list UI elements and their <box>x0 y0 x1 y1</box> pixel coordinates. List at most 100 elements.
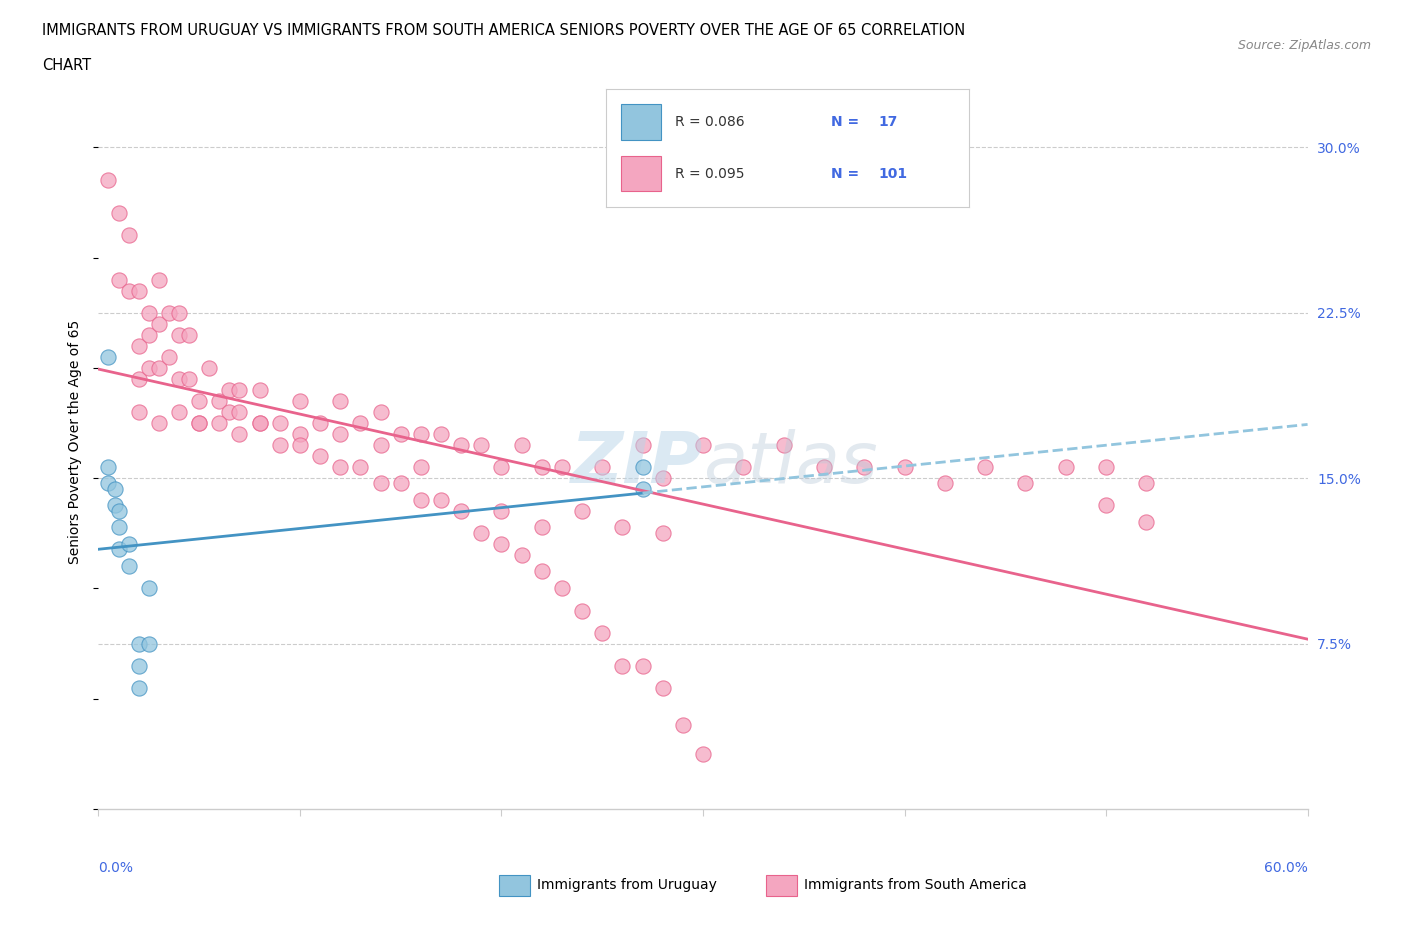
Point <box>853 459 876 474</box>
Point <box>167 371 190 386</box>
Point <box>107 206 129 220</box>
Point <box>491 504 513 519</box>
Point <box>530 519 553 534</box>
Point <box>491 537 513 551</box>
Text: Immigrants from South America: Immigrants from South America <box>804 878 1026 893</box>
Point <box>249 416 271 431</box>
Point <box>329 393 352 408</box>
Point <box>370 438 392 453</box>
Point <box>97 459 120 474</box>
Point <box>118 228 141 243</box>
Point <box>138 581 160 596</box>
Point <box>128 283 150 298</box>
Point <box>103 482 125 497</box>
Point <box>167 327 190 342</box>
Text: Source: ZipAtlas.com: Source: ZipAtlas.com <box>1237 39 1371 52</box>
Point <box>128 681 150 696</box>
Point <box>148 272 170 287</box>
Point <box>571 603 593 618</box>
Text: CHART: CHART <box>42 58 91 73</box>
Point <box>551 459 574 474</box>
Point <box>370 475 392 490</box>
Point <box>409 459 432 474</box>
Point <box>97 475 120 490</box>
Point <box>1095 498 1118 512</box>
Point <box>208 416 231 431</box>
Point <box>228 427 250 442</box>
Point <box>157 350 180 365</box>
Point <box>107 272 129 287</box>
Point <box>470 438 492 453</box>
Point <box>157 305 180 320</box>
Text: atlas: atlas <box>703 430 877 498</box>
Point <box>813 459 835 474</box>
Point <box>329 427 352 442</box>
Point <box>288 393 311 408</box>
Point <box>118 283 141 298</box>
Point <box>530 564 553 578</box>
Point <box>128 636 150 651</box>
Point <box>551 581 574 596</box>
Point <box>208 393 231 408</box>
Point <box>329 459 352 474</box>
Point <box>138 327 160 342</box>
Point <box>349 416 371 431</box>
Point <box>349 459 371 474</box>
Point <box>249 416 271 431</box>
Point <box>893 459 915 474</box>
Point <box>309 448 332 463</box>
Point <box>198 361 221 376</box>
Point <box>651 525 673 540</box>
Point <box>631 459 654 474</box>
Point <box>167 305 190 320</box>
Point <box>1054 459 1077 474</box>
Point <box>1014 475 1036 490</box>
Point <box>138 636 160 651</box>
Point <box>631 438 654 453</box>
Point <box>103 498 125 512</box>
Point <box>288 427 311 442</box>
Point <box>1135 515 1157 530</box>
Point <box>148 316 170 331</box>
Text: ZIP: ZIP <box>571 430 703 498</box>
Point <box>571 504 593 519</box>
Point <box>612 519 634 534</box>
Point <box>128 371 150 386</box>
Point <box>138 361 160 376</box>
Point <box>188 416 211 431</box>
Point <box>974 459 997 474</box>
Point <box>167 405 190 419</box>
Point <box>148 416 170 431</box>
Point <box>97 350 120 365</box>
Point <box>107 541 129 556</box>
Point <box>934 475 956 490</box>
Point <box>269 416 291 431</box>
Text: 0.0%: 0.0% <box>98 860 134 874</box>
Point <box>450 438 472 453</box>
Point <box>269 438 291 453</box>
Point <box>249 382 271 397</box>
Point <box>128 658 150 673</box>
Point <box>179 371 201 386</box>
Point <box>530 459 553 474</box>
Point <box>138 305 160 320</box>
Point <box>148 361 170 376</box>
Point <box>409 493 432 508</box>
Point <box>430 493 453 508</box>
Point <box>218 405 240 419</box>
Point <box>651 681 673 696</box>
Point <box>510 438 533 453</box>
Point <box>128 405 150 419</box>
Point <box>631 482 654 497</box>
Point <box>733 459 755 474</box>
Point <box>470 525 492 540</box>
Text: Immigrants from Uruguay: Immigrants from Uruguay <box>537 878 717 893</box>
Point <box>692 747 714 762</box>
Point <box>228 405 250 419</box>
Point <box>107 504 129 519</box>
Point <box>218 382 240 397</box>
Point <box>389 475 412 490</box>
Point <box>370 405 392 419</box>
Point <box>228 382 250 397</box>
Text: IMMIGRANTS FROM URUGUAY VS IMMIGRANTS FROM SOUTH AMERICA SENIORS POVERTY OVER TH: IMMIGRANTS FROM URUGUAY VS IMMIGRANTS FR… <box>42 23 966 38</box>
